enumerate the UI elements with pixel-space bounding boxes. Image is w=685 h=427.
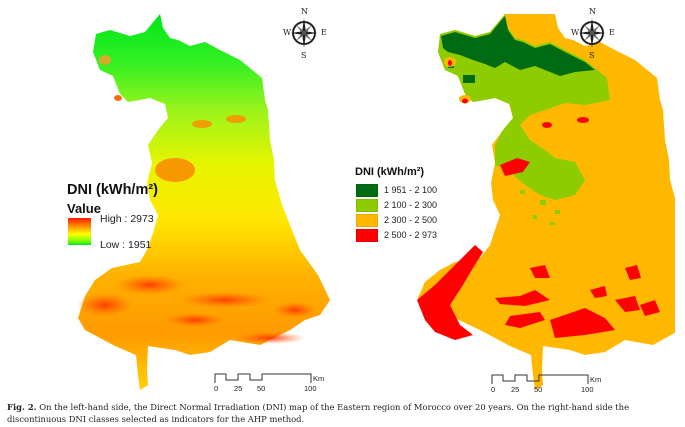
compass-e: E [609, 28, 615, 37]
scale-bar: 0 25 50 100 Km [214, 372, 324, 396]
right-legend-title: DNI (kWh/m²) [355, 166, 425, 178]
legend-class-3: 2 300 - 2 500 [356, 213, 438, 227]
scale-tick-0: 0 [491, 385, 496, 394]
class-swatch [356, 198, 378, 212]
scale-tick-100: 100 [581, 385, 594, 394]
scale-unit: Km [590, 375, 602, 384]
continuous-dni-map-panel: N W E S DNI (kWh/m²) Value High : 2973 L… [0, 0, 330, 395]
scale-unit: Km [313, 374, 325, 383]
figure-caption-text: On the left-hand side, the Direct Normal… [7, 402, 630, 424]
compass-w: W [571, 28, 580, 37]
compass-s: S [301, 51, 307, 60]
compass-n: N [589, 7, 596, 16]
class-swatch [356, 183, 378, 197]
class-label: 2 500 - 2 973 [384, 230, 438, 240]
scale-tick-50: 50 [257, 384, 266, 393]
class-label: 2 300 - 2 500 [384, 215, 438, 225]
classified-dni-map [417, 14, 675, 390]
scale-tick-25: 25 [511, 385, 520, 394]
legend-class-1: 1 951 - 2 100 [356, 183, 438, 197]
scale-bar-graphic [214, 373, 312, 383]
figure-label: Fig. 2. [7, 402, 37, 412]
compass-rose-icon [291, 18, 317, 48]
figure-caption: Fig. 2. On the left-hand side, the Direc… [7, 401, 679, 425]
class-label: 1 951 - 2 100 [384, 185, 438, 195]
north-arrow-compass: N W E S [283, 8, 327, 62]
high-value-label: High : 2973 [100, 213, 154, 225]
north-arrow-compass: N W E S [571, 8, 615, 62]
compass-e: E [321, 28, 327, 37]
scale-bar-graphic [491, 374, 589, 384]
class-swatch [356, 228, 378, 242]
scale-tick-25: 25 [234, 384, 243, 393]
left-legend-subtitle: Value [67, 201, 101, 216]
legend-class-2: 2 100 - 2 300 [356, 198, 438, 212]
left-legend-title: DNI (kWh/m²) [67, 182, 159, 198]
class-legend: 1 951 - 2 100 2 100 - 2 300 2 300 - 2 50… [356, 183, 476, 244]
compass-rose-icon [579, 18, 605, 48]
scale-tick-0: 0 [214, 384, 219, 393]
compass-s: S [589, 51, 595, 60]
class-swatch [356, 213, 378, 227]
classified-dni-map-panel: N W E S DNI (kWh/m²) 1 951 - 2 100 2 100… [345, 0, 675, 395]
scale-tick-50: 50 [534, 385, 543, 394]
gradient-color-ramp [68, 218, 91, 245]
scale-bar: 0 25 50 100 Km [491, 373, 601, 397]
compass-n: N [301, 7, 308, 16]
legend-class-4: 2 500 - 2 973 [356, 228, 438, 242]
class-label: 2 100 - 2 300 [384, 200, 438, 210]
compass-w: W [283, 28, 292, 37]
continuous-dni-map [77, 14, 330, 390]
low-value-label: Low : 1951 [100, 239, 152, 251]
scale-tick-100: 100 [304, 384, 317, 393]
region-shape [78, 14, 330, 390]
